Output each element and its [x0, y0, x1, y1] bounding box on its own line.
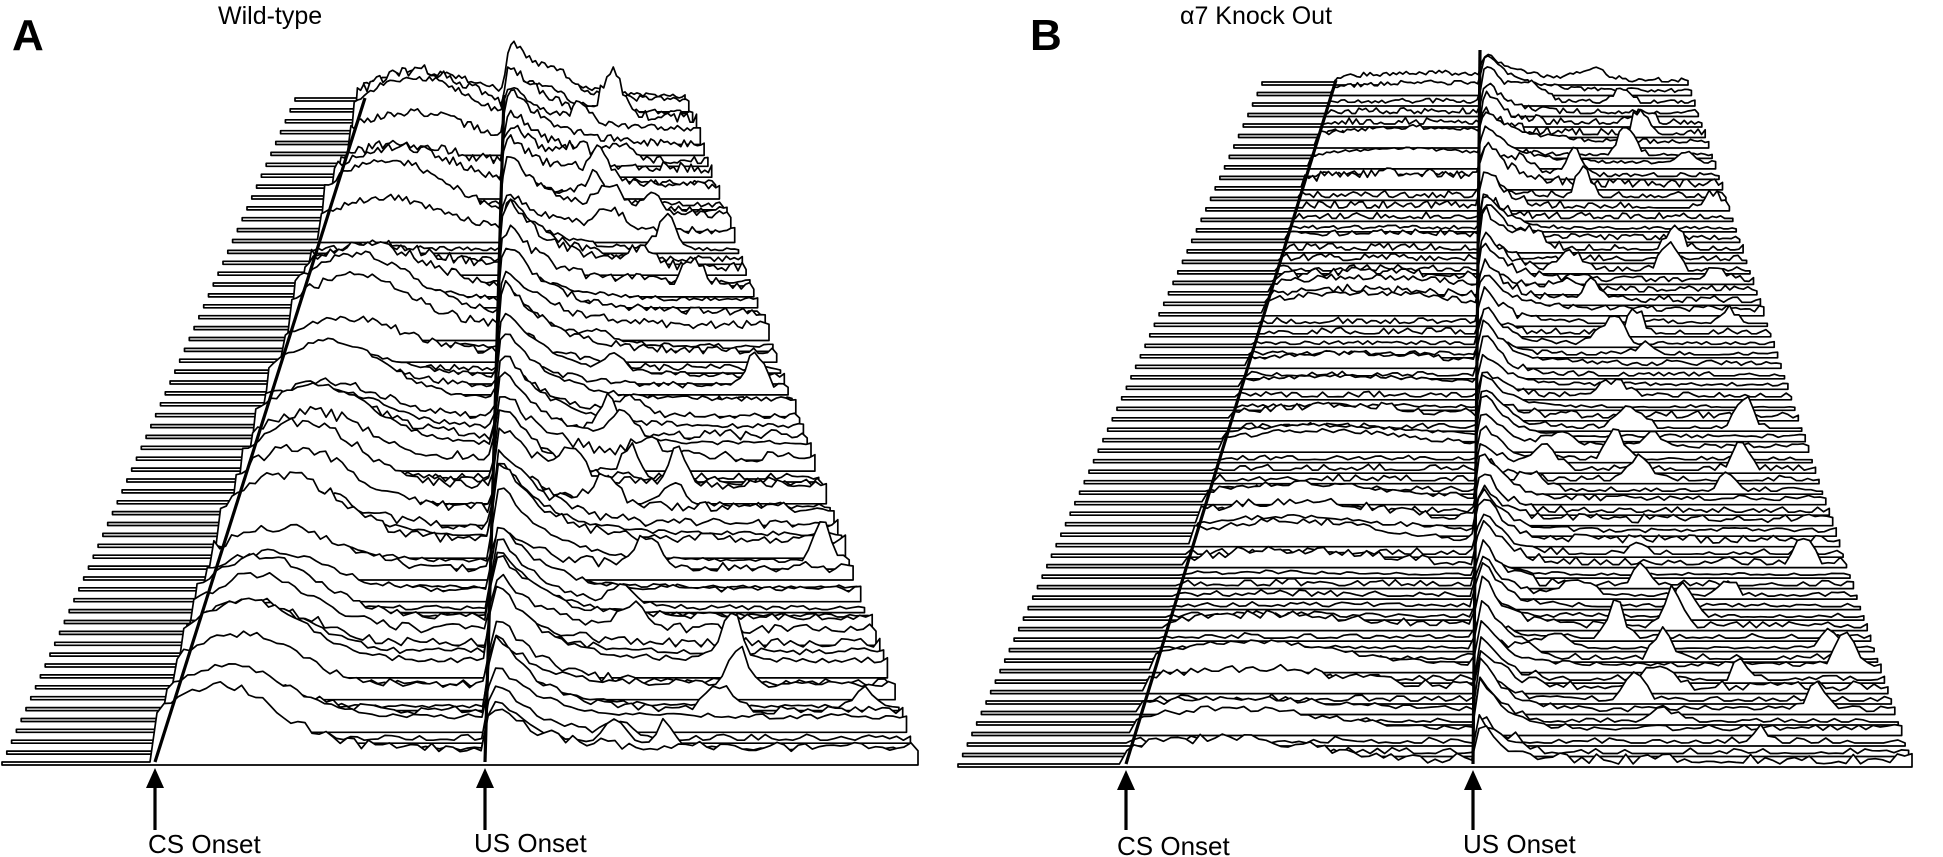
trial-trace — [1088, 441, 1817, 475]
trial-trace — [1017, 575, 1869, 632]
trial-trace — [1120, 371, 1793, 401]
trial-trace — [1046, 519, 1848, 569]
cs-onset-arrow — [1117, 770, 1135, 830]
trial-trace — [1008, 600, 1875, 653]
trial-trace — [1172, 242, 1755, 286]
us-onset-label: US Onset — [1463, 829, 1576, 857]
cs-onset-line — [1124, 79, 1338, 765]
us-onset-arrow — [1464, 770, 1482, 830]
trial-trace — [1083, 453, 1820, 485]
trial-trace — [971, 677, 1903, 737]
panel-title: α7 Knock Out — [1180, 2, 1332, 30]
trial-trace — [1013, 598, 1872, 642]
us-onset-arrow — [476, 768, 494, 830]
trial-trace — [1144, 306, 1776, 349]
trial-trace — [1261, 53, 1689, 86]
us-onset-line — [483, 94, 506, 763]
trial-trace — [1125, 353, 1789, 391]
trial-trace — [989, 650, 1889, 695]
trial-trace — [1186, 205, 1744, 254]
panel-letter: A — [12, 11, 44, 60]
waterfall-traces — [957, 53, 1913, 768]
trial-trace — [999, 620, 1882, 674]
trial-trace — [1074, 453, 1827, 506]
trial-trace — [1223, 125, 1717, 170]
panel-a7-knock-out: B α7 Knock Out CS Onset US Onset — [957, 2, 1913, 857]
trial-trace — [1167, 261, 1758, 296]
panel-wild-type: A Wild-type CS Onset US Onset — [1, 2, 919, 857]
trial-trace — [1, 680, 919, 766]
trial-trace — [1003, 626, 1879, 663]
trial-trace — [1134, 319, 1782, 370]
trial-trace — [270, 88, 705, 157]
trial-trace — [1022, 581, 1865, 621]
cs-onset-label: CS Onset — [1117, 831, 1230, 857]
trial-trace — [1106, 389, 1803, 433]
trial-trace — [1031, 555, 1858, 600]
trial-trace — [1097, 413, 1810, 454]
trial-trace — [961, 713, 1910, 758]
trial-trace — [1195, 195, 1738, 233]
trial-trace — [1116, 373, 1796, 412]
trial-trace — [1153, 286, 1769, 328]
trial-trace — [1176, 231, 1751, 275]
trial-trace — [957, 725, 1913, 768]
trial-trace — [980, 657, 1896, 716]
panel-title: Wild-type — [218, 2, 322, 30]
trial-trace — [1027, 562, 1862, 611]
trial-trace — [1130, 335, 1786, 380]
trial-trace — [1092, 425, 1813, 464]
panel-letter: B — [1030, 11, 1062, 60]
trial-trace — [1158, 274, 1765, 317]
trial-trace — [1050, 513, 1844, 559]
trial-trace — [226, 208, 740, 255]
trial-trace — [966, 716, 1906, 747]
trial-trace — [1041, 552, 1851, 579]
cs-onset-label: CS Onset — [148, 829, 261, 857]
trial-trace — [1209, 165, 1727, 202]
us-onset-line — [1471, 49, 1482, 765]
trial-trace — [1078, 456, 1824, 496]
cs-onset-line — [153, 97, 367, 763]
trial-trace — [1055, 498, 1841, 548]
us-onset-label: US Onset — [474, 828, 587, 857]
trial-trace — [985, 669, 1893, 705]
trial-trace — [1214, 141, 1724, 191]
trial-trace — [975, 676, 1900, 726]
waterfall-traces — [1, 40, 919, 766]
trial-trace — [1139, 326, 1779, 359]
cs-onset-arrow — [146, 768, 164, 830]
